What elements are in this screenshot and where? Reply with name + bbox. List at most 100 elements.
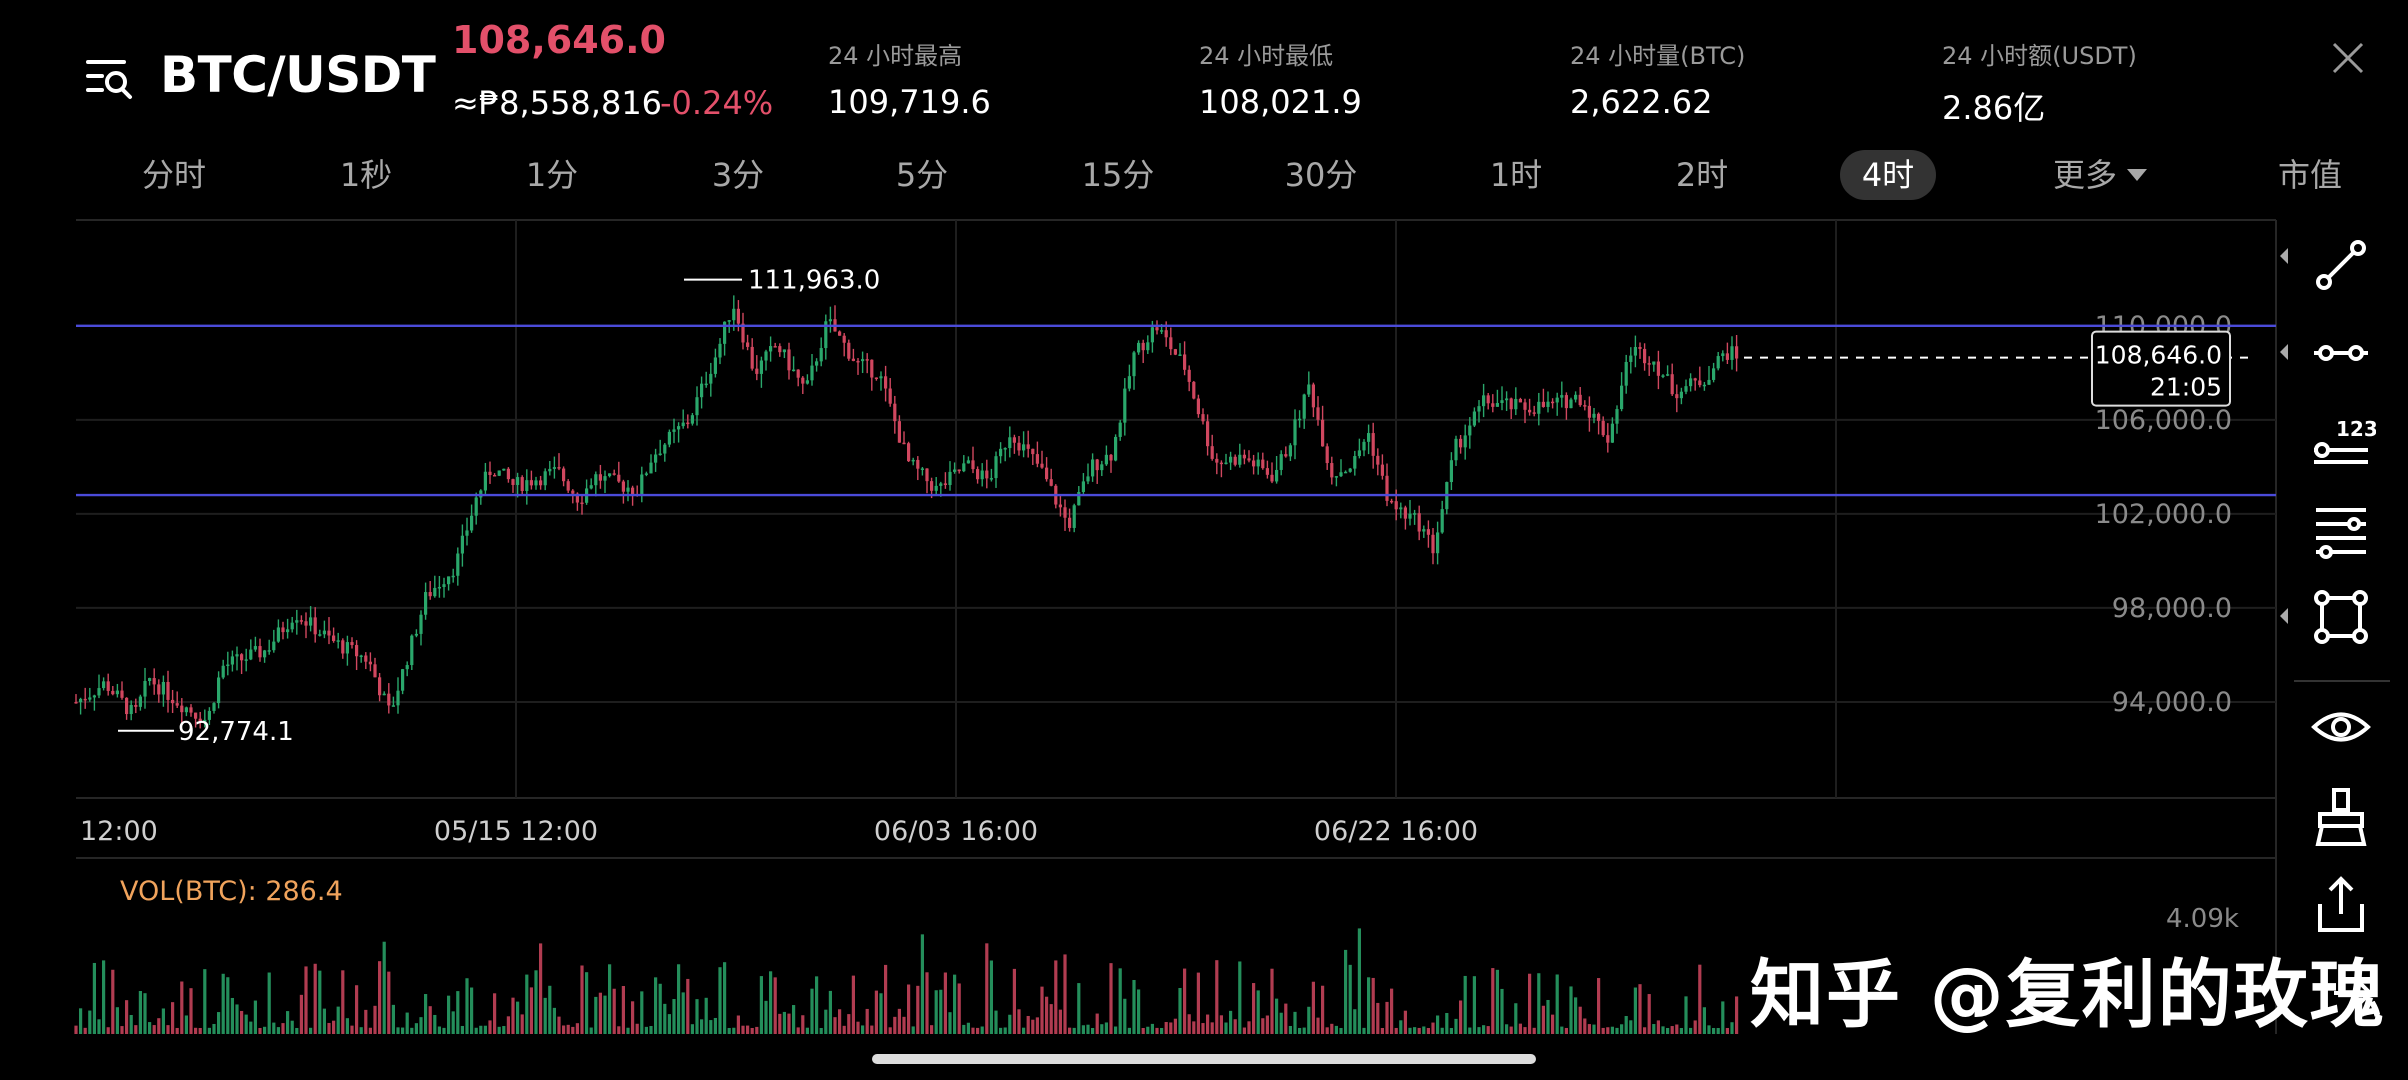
brush-clear-icon[interactable] — [2306, 782, 2376, 852]
candle-body — [171, 699, 175, 704]
candle-body — [658, 453, 662, 456]
volume-bar — [1206, 1014, 1210, 1034]
tab-1m[interactable]: 1分 — [525, 156, 579, 194]
volume-bar — [391, 1004, 395, 1034]
volume-bar — [483, 1025, 487, 1034]
volume-bar — [212, 1023, 216, 1034]
volume-bar — [1445, 1012, 1449, 1034]
candle-body — [1426, 529, 1430, 535]
volume-bar — [594, 996, 598, 1034]
candle-body — [143, 681, 147, 697]
volume-bar — [1164, 1021, 1168, 1034]
volume-bar — [1712, 1027, 1716, 1034]
menu-search-icon[interactable] — [84, 52, 136, 104]
volume-bar — [1371, 977, 1375, 1034]
candle-body — [782, 349, 786, 353]
volume-bar — [925, 972, 929, 1034]
tab-2h[interactable]: 2时 — [1675, 156, 1729, 194]
candle-body — [1293, 419, 1297, 446]
tab-5m[interactable]: 5分 — [895, 156, 949, 194]
candle-body — [709, 373, 713, 384]
parallel-lines-icon[interactable] — [2306, 494, 2376, 564]
x-tick-label: 06/22 16:00 — [1314, 816, 1478, 847]
volume-bar — [649, 1025, 653, 1034]
tab-15m[interactable]: 15分 — [1081, 156, 1155, 194]
eye-icon[interactable] — [2306, 692, 2376, 762]
volume-bar — [240, 1010, 244, 1034]
tab-30m[interactable]: 30分 — [1284, 156, 1358, 194]
expand-arrow-icon[interactable] — [2276, 340, 2292, 368]
volume-bar — [359, 1027, 363, 1034]
toolbar-divider — [2294, 680, 2390, 682]
arrow-right-icon[interactable] — [2330, 970, 2376, 1016]
candle-body — [1141, 342, 1145, 351]
candle-body — [695, 397, 699, 416]
price-label-icon[interactable]: 123 — [2306, 406, 2378, 476]
candle-body — [943, 483, 947, 486]
rectangle-icon[interactable] — [2306, 582, 2376, 652]
tab-1h[interactable]: 1时 — [1489, 156, 1543, 194]
candle-body — [856, 360, 860, 363]
candle-body — [1275, 469, 1279, 482]
volume-bar — [387, 971, 391, 1034]
trendline-icon[interactable] — [2306, 230, 2376, 300]
candle-body — [1196, 398, 1200, 415]
candle-body — [189, 707, 193, 713]
candle-body — [1597, 413, 1601, 421]
volume-bar — [516, 1001, 520, 1034]
volume-bar — [1385, 1001, 1389, 1034]
home-indicator[interactable] — [872, 1054, 1536, 1064]
volume-bar — [759, 976, 763, 1034]
candle-body — [336, 640, 340, 642]
volume-bar — [1334, 1025, 1338, 1034]
volume-bar — [552, 1007, 556, 1034]
volume-bar — [1440, 1027, 1444, 1034]
share-icon[interactable] — [2306, 870, 2376, 940]
stat-24h-high: 24 小时最高 109,719.6 — [828, 36, 991, 121]
candles — [74, 295, 1739, 729]
candle-body — [1670, 374, 1674, 395]
volume-bar — [1040, 986, 1044, 1034]
close-icon[interactable] — [2330, 40, 2366, 76]
expand-arrow-icon[interactable] — [2276, 604, 2292, 632]
candle-body — [373, 664, 377, 678]
candle-body — [1569, 399, 1573, 409]
tab-3m[interactable]: 3分 — [711, 156, 765, 194]
volume-bar — [1270, 968, 1274, 1034]
candle-body — [1413, 513, 1417, 515]
volume-bar — [608, 964, 612, 1034]
candle-body — [1541, 401, 1545, 407]
volume-bar — [1431, 1022, 1435, 1034]
expand-arrow-icon[interactable] — [2276, 244, 2292, 272]
candle-body — [1546, 401, 1550, 407]
tab-time-share[interactable]: 分时 — [141, 156, 206, 194]
tab-more[interactable]: 更多 — [2040, 150, 2160, 200]
candle-body — [1440, 509, 1444, 533]
volume-bar — [1178, 987, 1182, 1034]
candle-body — [1270, 474, 1274, 482]
candle-body — [1316, 407, 1320, 420]
horizontal-ray-icon[interactable] — [2306, 318, 2376, 388]
volume-bar — [1196, 972, 1200, 1034]
candle-body — [971, 460, 975, 470]
volume-bar — [548, 985, 552, 1034]
candle-body — [217, 677, 221, 704]
candle-body — [1353, 456, 1357, 469]
candle-body — [1146, 342, 1150, 351]
volume-bar — [1472, 976, 1476, 1034]
candle-body — [1394, 501, 1398, 510]
volume-bar — [1638, 984, 1642, 1034]
volume-bar — [1330, 1023, 1334, 1034]
volume-bar — [736, 1015, 740, 1034]
candle-body — [1330, 463, 1334, 478]
volume-bar — [102, 960, 106, 1034]
tab-market-cap[interactable]: 市值 — [2277, 156, 2342, 194]
volume-max-label: 4.09k — [2166, 904, 2239, 934]
trading-pair-title[interactable]: BTC/USDT — [160, 46, 436, 104]
tab-1s[interactable]: 1秒 — [339, 156, 393, 194]
tab-4h[interactable]: 4时 — [1840, 150, 1936, 200]
candle-body — [1058, 504, 1062, 508]
stat-value: 2,622.62 — [1570, 83, 1713, 121]
candle-body — [341, 640, 345, 654]
